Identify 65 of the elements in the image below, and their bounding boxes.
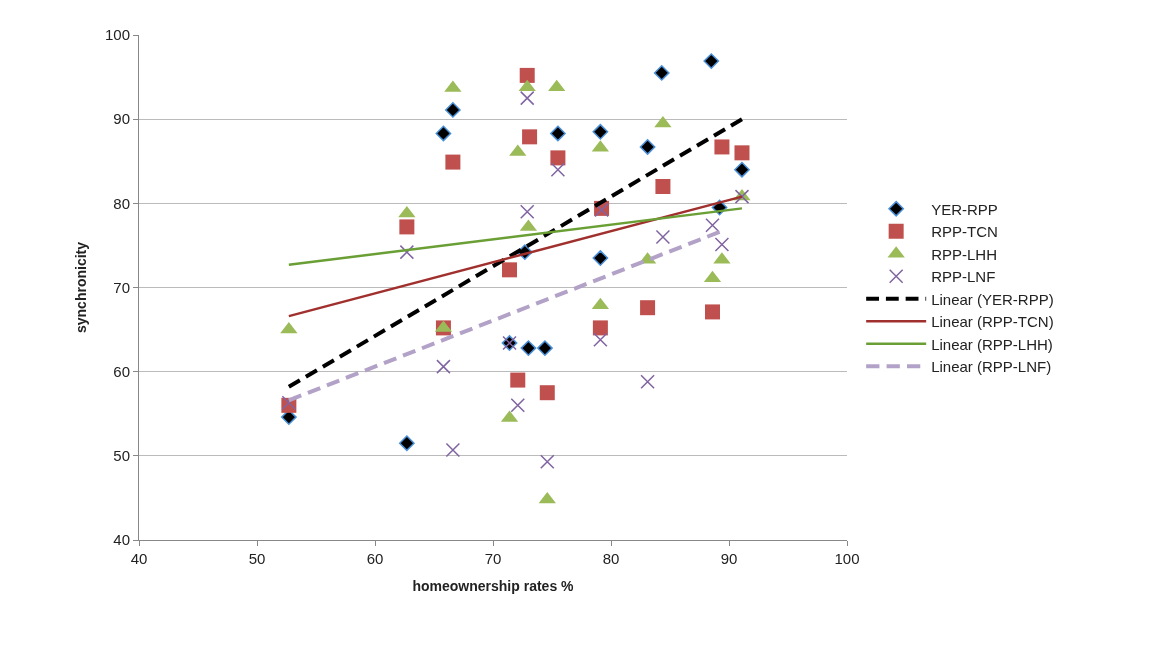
point — [705, 217, 720, 233]
y-axis-title: synchronicity — [72, 241, 89, 334]
point — [640, 300, 656, 316]
point — [655, 229, 671, 245]
legend-label: Linear (RPP-LNF) — [931, 358, 1052, 376]
x-tick-label: 40 — [130, 550, 148, 567]
point — [703, 53, 720, 69]
legend-label: YER-RPP — [931, 200, 998, 218]
point — [398, 205, 416, 218]
point — [398, 435, 415, 452]
point — [519, 67, 535, 83]
y-tick-label: 50 — [113, 447, 130, 465]
y-tick-label: 40 — [113, 531, 130, 549]
point — [655, 179, 671, 194]
y-tick-label: 80 — [113, 194, 130, 212]
legend-label: Linear (RPP-LHH) — [931, 335, 1053, 353]
point — [502, 262, 518, 278]
x-tick-label: 90 — [720, 550, 738, 567]
y-tick-label: 60 — [113, 362, 130, 380]
x-tick-label: 70 — [484, 550, 502, 567]
legend-label: RPP-TCN — [931, 223, 998, 241]
point — [550, 150, 566, 166]
point — [435, 125, 452, 142]
x-axis-title: homeownership rates % — [412, 578, 575, 595]
y-tick-label: 100 — [104, 26, 130, 44]
point — [593, 332, 608, 347]
point — [640, 374, 655, 390]
point — [653, 64, 670, 81]
point — [540, 454, 555, 469]
legend-label: Linear (RPP-TCN) — [931, 313, 1054, 331]
legend-label: Linear (YER-RPP) — [931, 290, 1054, 308]
point — [550, 162, 566, 177]
point — [539, 385, 555, 401]
point — [714, 139, 730, 155]
point — [445, 442, 461, 458]
point — [510, 372, 526, 388]
point — [654, 115, 672, 128]
x-tick-label: 100 — [834, 550, 860, 567]
y-tick-label: 90 — [113, 110, 130, 128]
point — [714, 237, 730, 252]
point — [399, 244, 415, 260]
point — [734, 145, 750, 161]
point — [592, 320, 608, 336]
point — [522, 129, 538, 145]
point — [445, 154, 461, 170]
point — [592, 123, 609, 140]
point — [550, 125, 566, 142]
point — [734, 161, 750, 178]
point — [519, 90, 535, 106]
point — [704, 304, 720, 320]
point — [520, 340, 537, 356]
x-tick-label: 60 — [366, 550, 384, 567]
point — [510, 398, 526, 413]
y-tick-label: 70 — [113, 278, 130, 296]
legend-label: RPP-LNF — [931, 268, 996, 286]
point — [592, 250, 609, 266]
x-tick-label: 50 — [248, 550, 266, 567]
legend-label: RPP-LHH — [931, 245, 998, 263]
point — [399, 219, 415, 235]
x-tick-label: 80 — [602, 550, 620, 567]
point — [639, 139, 656, 155]
point — [519, 204, 535, 219]
point — [537, 340, 553, 356]
point — [436, 359, 451, 374]
point — [444, 102, 461, 118]
